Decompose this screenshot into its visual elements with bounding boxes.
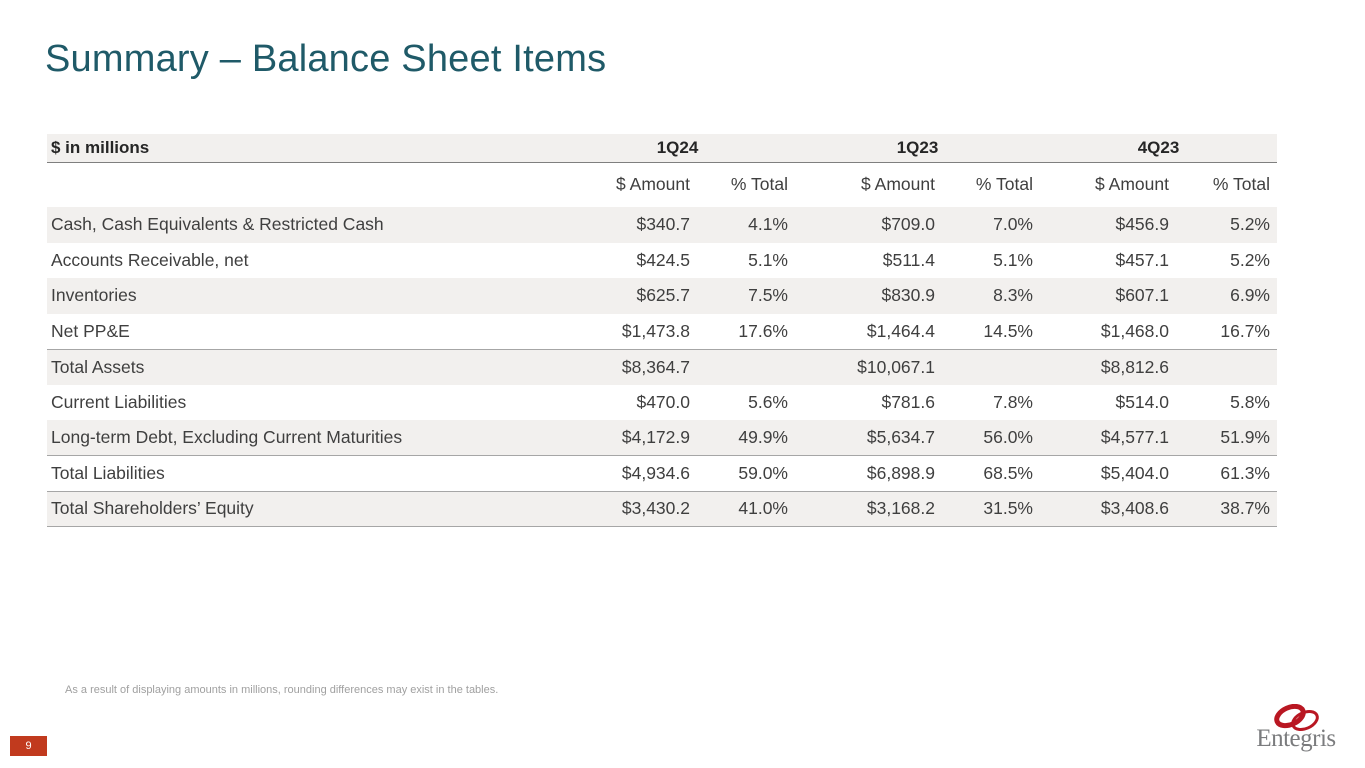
cell-4q23-amount: $4,577.1 [1040,420,1176,456]
period-header-1q23: 1Q23 [795,134,1040,163]
empty-header-cell [47,162,560,207]
entegris-rings-icon [1274,704,1319,732]
cell-1q23-pct: 14.5% [942,313,1040,350]
table-row: Current Liabilities $470.0 5.6% $781.6 7… [47,384,1277,420]
cell-4q23-amount: $607.1 [1040,278,1176,314]
cell-1q24-pct: 41.0% [697,491,795,527]
cell-1q24-amount: $340.7 [560,207,697,243]
table-row: Accounts Receivable, net $424.5 5.1% $51… [47,242,1277,278]
cell-1q24-amount: $4,934.6 [560,455,697,492]
cell-1q23-pct: 7.0% [942,207,1040,243]
cell-4q23-pct: 5.8% [1176,384,1277,420]
entegris-logo: Entegris [1251,704,1341,753]
table-row: Net PP&E $1,473.8 17.6% $1,464.4 14.5% $… [47,313,1277,350]
cell-1q24-amount: $625.7 [560,278,697,314]
cell-4q23-amount: $5,404.0 [1040,455,1176,492]
cell-1q24-amount: $470.0 [560,384,697,420]
subheader-pct-1q23: % Total [942,162,1040,207]
table-row: Inventories $625.7 7.5% $830.9 8.3% $607… [47,278,1277,314]
cell-1q24-pct: 49.9% [697,420,795,456]
cell-4q23-amount: $456.9 [1040,207,1176,243]
subheader-amount-1q24: $ Amount [560,162,697,207]
cell-1q24-amount: $4,172.9 [560,420,697,456]
row-label: Total Assets [47,349,560,385]
rounding-footnote: As a result of displaying amounts in mil… [65,684,499,696]
cell-1q23-amount: $3,168.2 [795,491,942,527]
table-row: Total Assets $8,364.7 $10,067.1 $8,812.6 [47,349,1277,385]
cell-1q23-pct: 8.3% [942,278,1040,314]
cell-4q23-amount: $1,468.0 [1040,313,1176,350]
cell-4q23-pct [1176,349,1277,385]
period-header-1q24: 1Q24 [560,134,795,163]
cell-1q23-pct: 7.8% [942,384,1040,420]
cell-1q24-pct: 59.0% [697,455,795,492]
cell-4q23-pct: 16.7% [1176,313,1277,350]
cell-4q23-pct: 61.3% [1176,455,1277,492]
cell-4q23-pct: 51.9% [1176,420,1277,456]
row-label: Inventories [47,278,560,314]
cell-1q23-amount: $10,067.1 [795,349,942,385]
subheader-pct-1q24: % Total [697,162,795,207]
table-row: Cash, Cash Equivalents & Restricted Cash… [47,207,1277,243]
subheader-pct-4q23: % Total [1176,162,1277,207]
cell-1q23-amount: $5,634.7 [795,420,942,456]
table-row: Long-term Debt, Excluding Current Maturi… [47,420,1277,456]
cell-4q23-pct: 5.2% [1176,207,1277,243]
table-row: Total Shareholders’ Equity $3,430.2 41.0… [47,491,1277,527]
units-label: $ in millions [47,134,560,163]
sub-header-row: $ Amount % Total $ Amount % Total $ Amou… [47,162,1277,207]
cell-1q23-amount: $709.0 [795,207,942,243]
cell-1q23-amount: $6,898.9 [795,455,942,492]
row-label: Net PP&E [47,313,560,350]
cell-1q23-amount: $781.6 [795,384,942,420]
cell-1q24-pct: 7.5% [697,278,795,314]
row-label: Total Liabilities [47,455,560,492]
row-label: Total Shareholders’ Equity [47,491,560,527]
cell-1q24-pct: 17.6% [697,313,795,350]
period-header-row: $ in millions 1Q24 1Q23 4Q23 [47,134,1277,163]
cell-1q24-amount: $3,430.2 [560,491,697,527]
cell-4q23-amount: $3,408.6 [1040,491,1176,527]
cell-4q23-pct: 5.2% [1176,242,1277,278]
cell-1q24-amount: $8,364.7 [560,349,697,385]
cell-1q23-amount: $511.4 [795,242,942,278]
row-label: Cash, Cash Equivalents & Restricted Cash [47,207,560,243]
cell-1q24-pct: 5.6% [697,384,795,420]
cell-1q23-pct: 31.5% [942,491,1040,527]
cell-4q23-amount: $514.0 [1040,384,1176,420]
subheader-amount-4q23: $ Amount [1040,162,1176,207]
cell-1q23-pct: 56.0% [942,420,1040,456]
cell-1q24-amount: $1,473.8 [560,313,697,350]
table-row: Total Liabilities $4,934.6 59.0% $6,898.… [47,455,1277,492]
row-label: Current Liabilities [47,384,560,420]
cell-1q24-amount: $424.5 [560,242,697,278]
cell-1q24-pct [697,349,795,385]
cell-1q23-amount: $1,464.4 [795,313,942,350]
row-label: Accounts Receivable, net [47,242,560,278]
cell-1q23-amount: $830.9 [795,278,942,314]
cell-1q24-pct: 5.1% [697,242,795,278]
balance-sheet-table: $ in millions 1Q24 1Q23 4Q23 $ Amount % … [47,134,1277,527]
subheader-amount-1q23: $ Amount [795,162,942,207]
cell-1q24-pct: 4.1% [697,207,795,243]
cell-4q23-pct: 6.9% [1176,278,1277,314]
row-label: Long-term Debt, Excluding Current Maturi… [47,420,560,456]
cell-4q23-amount: $457.1 [1040,242,1176,278]
period-header-4q23: 4Q23 [1040,134,1277,163]
cell-4q23-pct: 38.7% [1176,491,1277,527]
page-number-badge: 9 [10,736,47,756]
page-title: Summary – Balance Sheet Items [45,38,607,80]
cell-1q23-pct: 68.5% [942,455,1040,492]
cell-1q23-pct [942,349,1040,385]
cell-1q23-pct: 5.1% [942,242,1040,278]
entegris-wordmark: Entegris [1256,725,1336,752]
page-number: 9 [25,740,32,752]
cell-4q23-amount: $8,812.6 [1040,349,1176,385]
